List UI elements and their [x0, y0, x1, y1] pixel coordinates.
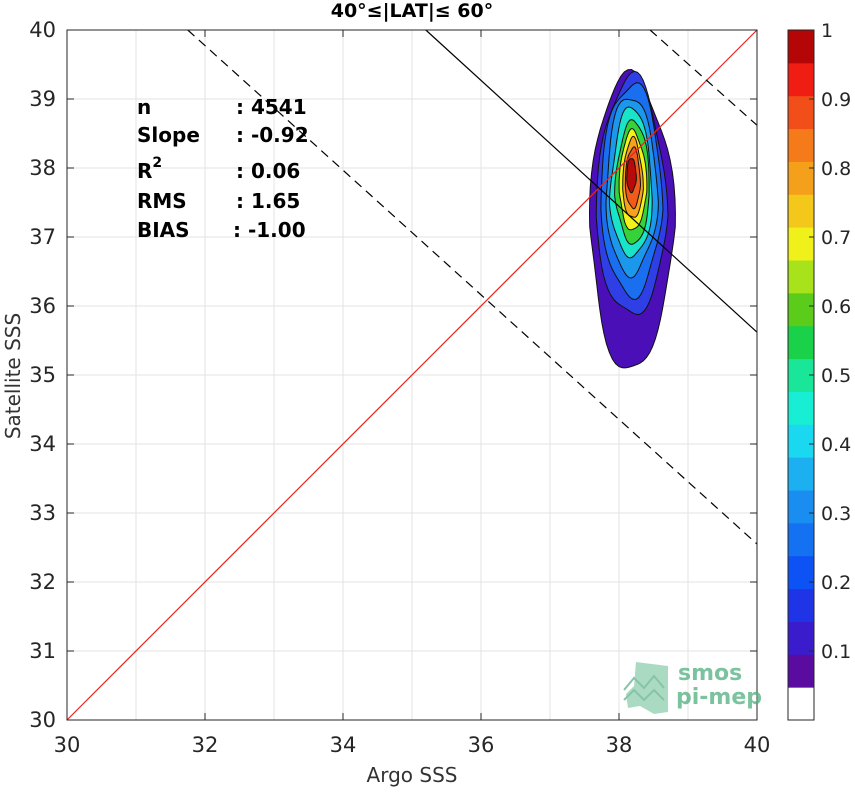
stat-rms-value: : 1.65 — [236, 189, 300, 213]
colorbar-segment — [788, 555, 814, 590]
axis-ticks: 30 32 34 36 38 40 30 31 32 33 34 35 36 37 38 39 40 — [29, 18, 770, 757]
colorbar-segment — [788, 588, 814, 622]
colorbar-segment — [788, 621, 814, 655]
line-regression-upper — [649, 29, 758, 126]
colorbar-segment — [788, 128, 814, 162]
line-regression — [425, 29, 758, 333]
density-contour-0.95 — [626, 158, 637, 194]
colorbar-segment — [788, 62, 814, 97]
colorbar — [787, 29, 815, 721]
stat-slope-label: Slope — [137, 123, 200, 147]
colorbar-segment — [788, 490, 814, 524]
x-axis-label: Argo SSS — [367, 763, 458, 787]
smos-pimep-logo: smos pi-mep — [623, 661, 762, 714]
colorbar-segment — [788, 457, 814, 491]
colorbar-segment — [788, 30, 814, 64]
x-tick-label: 36 — [468, 733, 495, 757]
line-regression-lower — [187, 29, 758, 545]
stat-r2-label: R2 — [137, 155, 162, 183]
colorbar-tick-label: 0.5 — [821, 365, 851, 387]
colorbar-tick-label: 1 — [821, 20, 833, 42]
colorbar-tick-label: 0.6 — [821, 296, 851, 318]
stat-rms-label: RMS — [137, 189, 187, 213]
y-tick-label: 31 — [29, 639, 56, 663]
colorbar-segment — [788, 687, 814, 721]
logo-wave-line — [623, 674, 665, 691]
x-tick-label: 32 — [192, 733, 219, 757]
y-tick-label: 38 — [29, 156, 56, 180]
y-tick-label: 36 — [29, 294, 56, 318]
y-tick-label: 40 — [29, 18, 56, 42]
chart-title: 40°≤|LAT|≤ 60° — [331, 0, 494, 22]
stat-r2-value: : 0.06 — [236, 159, 300, 183]
colorbar-segment — [788, 161, 814, 195]
colorbar-segment — [788, 292, 814, 327]
stat-n-value: : 4541 — [236, 95, 307, 119]
y-tick-label: 35 — [29, 363, 56, 387]
colorbar-segment — [788, 227, 814, 261]
x-tick-label: 30 — [54, 733, 81, 757]
colorbar-segment — [788, 260, 814, 294]
x-tick-label: 40 — [744, 733, 771, 757]
colorbar-ticks: 0.1 0.2 0.3 0.4 0.5 0.6 0.7 0.8 0.9 1 — [809, 20, 851, 663]
y-axis-label: Satellite SSS — [1, 313, 25, 439]
y-tick-label: 39 — [29, 87, 56, 111]
colorbar-segment — [788, 654, 814, 688]
colorbar-tick-label: 0.2 — [821, 572, 851, 594]
stat-r2-base: R — [137, 159, 152, 183]
y-tick-label: 33 — [29, 501, 56, 525]
line-one-to-one — [66, 29, 758, 721]
colorbar-tick-label: 0.7 — [821, 227, 851, 249]
y-tick-label: 34 — [29, 432, 56, 456]
stat-bias-value: : -1.00 — [233, 218, 306, 242]
y-tick-label: 37 — [29, 225, 56, 249]
stat-slope-value: : -0.92 — [236, 123, 309, 147]
x-tick-label: 38 — [606, 733, 633, 757]
y-tick-label: 30 — [29, 708, 56, 732]
colorbar-tick-label: 0.1 — [821, 641, 851, 663]
stat-r2-superscript: 2 — [152, 155, 162, 171]
logo-text-smos: smos — [678, 661, 742, 686]
colorbar-segment — [788, 391, 814, 425]
logo-wave-icon — [626, 662, 668, 714]
colorbar-segment — [788, 194, 814, 228]
colorbar-tick-label: 0.8 — [821, 158, 851, 180]
x-tick-label: 34 — [330, 733, 357, 757]
colorbar-tick-label: 0.3 — [821, 503, 851, 525]
reference-lines — [66, 29, 758, 721]
stats-box: n : 4541 Slope : -0.92 R2 : 0.06 RMS : 1… — [137, 95, 309, 242]
logo-wave-line-2 — [623, 688, 665, 702]
colorbar-segment — [788, 325, 814, 360]
colorbar-segment — [788, 424, 814, 458]
colorbar-segment — [788, 95, 814, 130]
stat-n-label: n — [137, 95, 151, 119]
logo-text-pimep: pi-mep — [676, 685, 762, 710]
y-tick-label: 32 — [29, 570, 56, 594]
colorbar-tick-label: 0.4 — [821, 434, 851, 456]
colorbar-segment — [788, 522, 814, 557]
stat-bias-label: BIAS — [137, 218, 190, 242]
colorbar-tick-label: 0.9 — [821, 89, 851, 111]
